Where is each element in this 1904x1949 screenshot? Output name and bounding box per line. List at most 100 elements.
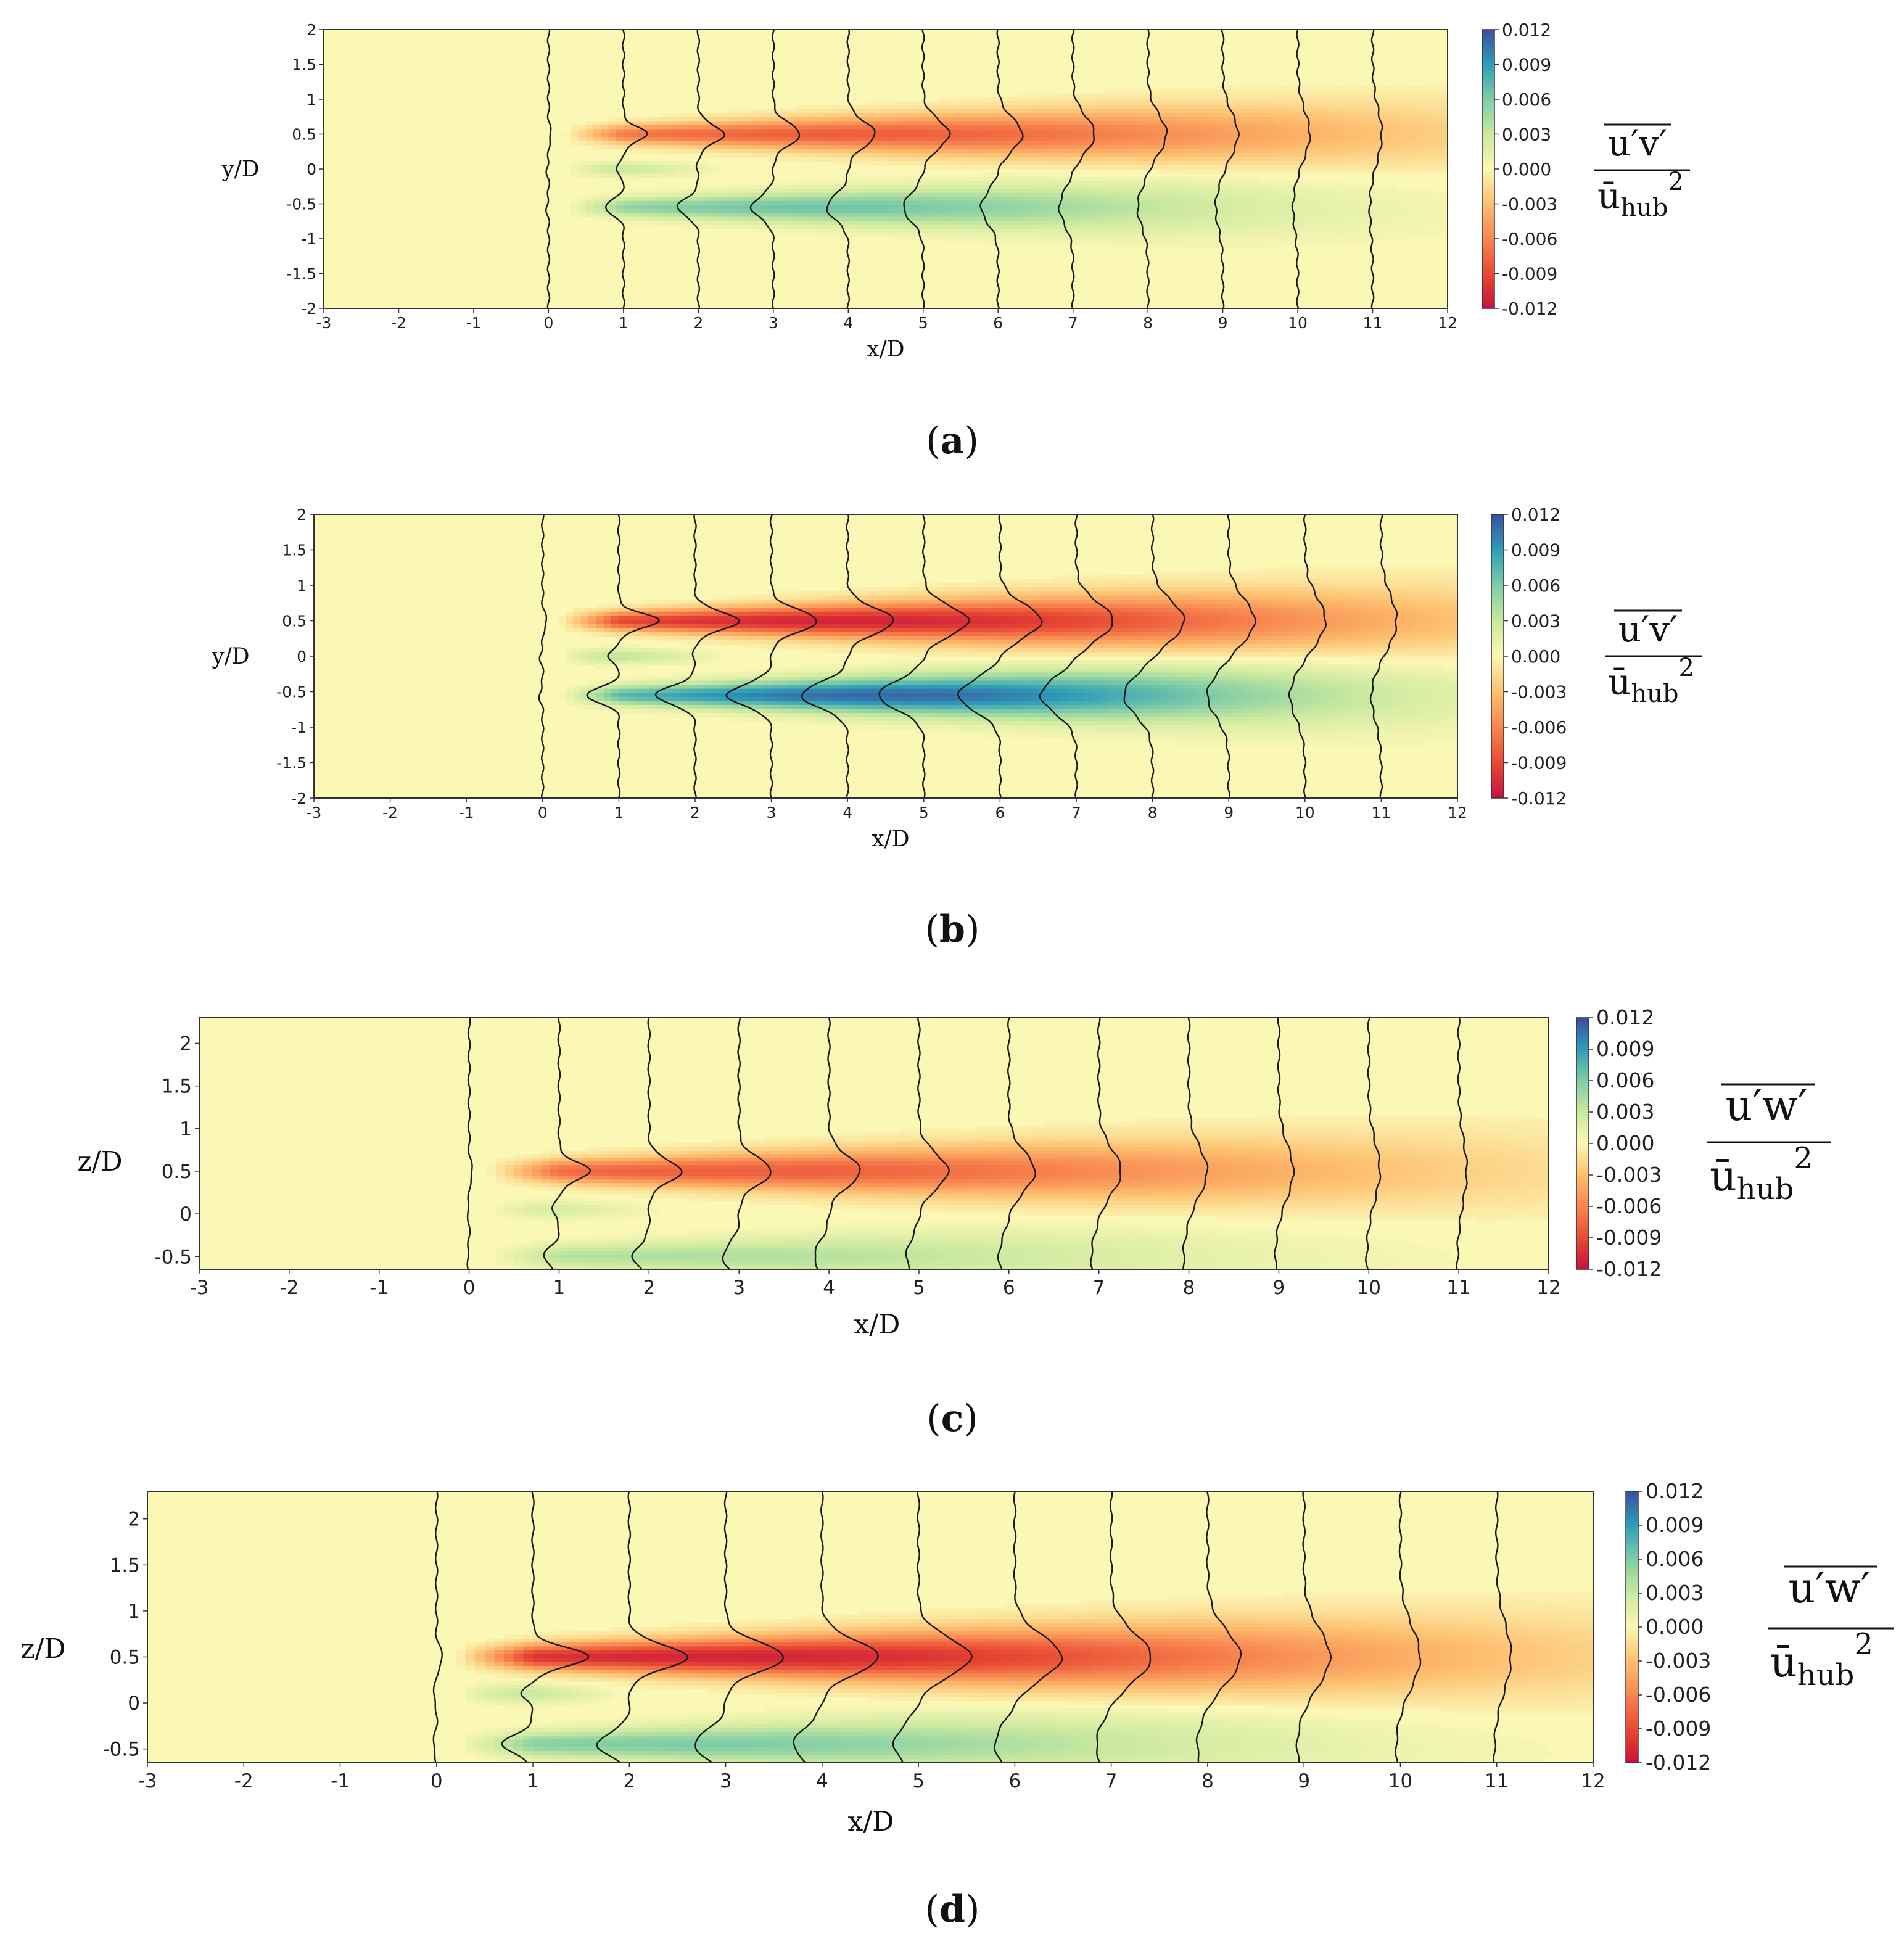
contour-cell <box>975 145 984 150</box>
contour-cell <box>794 640 802 645</box>
contour-cell <box>601 121 609 126</box>
contour-cell <box>870 640 879 645</box>
contour-cell <box>725 632 734 637</box>
contour-cell <box>1177 121 1186 126</box>
contour-cell <box>1282 220 1291 226</box>
contour-cell <box>953 216 962 221</box>
contour-cell <box>946 157 954 162</box>
contour-cell <box>1140 205 1148 210</box>
contour-cell <box>695 701 704 706</box>
contour-cell <box>862 603 872 608</box>
contour-cell <box>893 184 901 190</box>
contour-cell <box>1417 125 1426 130</box>
contour-cell <box>878 149 886 154</box>
contour-cell <box>953 200 962 205</box>
contour-cell <box>1088 200 1096 205</box>
contour-cell <box>1155 141 1164 146</box>
contour-cell <box>991 181 999 186</box>
contour-cell <box>886 125 894 130</box>
contour-cell <box>1020 216 1029 221</box>
contour-cell <box>764 636 772 641</box>
contour-cell <box>1342 137 1351 142</box>
contour-cell <box>960 153 969 158</box>
contour-cell <box>1440 192 1448 197</box>
contour-cell <box>841 157 849 162</box>
contour-cell <box>788 129 796 134</box>
contour-cell <box>1282 145 1291 150</box>
contour-cell <box>596 693 604 698</box>
contour-cell <box>1170 121 1179 126</box>
contour-cell <box>733 628 741 633</box>
contour-cell <box>764 628 772 633</box>
contour-cell <box>923 141 931 146</box>
contour-cell <box>706 169 714 174</box>
contour-cell <box>825 591 833 596</box>
contour-cell <box>579 165 587 170</box>
contour-cell <box>1313 113 1321 118</box>
contour-cell <box>1372 149 1381 154</box>
contour-cell <box>1073 161 1081 166</box>
contour-cell <box>1005 173 1014 178</box>
contour-cell <box>1305 137 1314 142</box>
contour-cell <box>657 652 666 657</box>
contour-cell <box>893 157 901 162</box>
contour-cell <box>710 680 719 685</box>
contour-cell <box>1080 233 1089 237</box>
contour-cell <box>839 644 848 649</box>
contour-cell <box>915 213 924 218</box>
contour-cell <box>1275 153 1284 158</box>
contour-cell <box>1290 109 1298 114</box>
contour-cell <box>1208 197 1216 202</box>
contour-cell <box>1313 228 1321 234</box>
contour-cell <box>1028 208 1036 213</box>
contour-cell <box>691 225 699 229</box>
contour-cell <box>825 644 833 649</box>
contour-cell <box>1013 228 1021 234</box>
contour-cell <box>975 176 984 182</box>
contour-cell <box>698 208 707 213</box>
contour-cell <box>741 616 749 620</box>
contour-cell <box>1088 176 1096 182</box>
contour-cell <box>695 616 704 620</box>
contour-cell <box>608 161 617 166</box>
contour-cell <box>900 228 909 234</box>
contour-cell <box>991 197 999 202</box>
contour-cell <box>1200 176 1209 182</box>
contour-cell <box>975 117 984 122</box>
contour-cell <box>664 628 673 633</box>
contour-cell <box>1298 189 1306 194</box>
contour-cell <box>710 603 719 608</box>
contour-cell <box>1230 141 1238 146</box>
contour-cell <box>848 200 857 205</box>
contour-cell <box>1230 200 1238 205</box>
contour-cell <box>900 153 909 158</box>
x-tick-label: 11 <box>1363 314 1383 332</box>
contour-cell <box>803 113 812 118</box>
contour-cell <box>1253 216 1261 221</box>
contour-cell <box>863 189 872 194</box>
contour-cell <box>1327 181 1336 186</box>
contour-cell <box>1305 157 1314 162</box>
contour-cell <box>1103 241 1111 245</box>
contour-cell <box>1230 225 1238 229</box>
colorbar-quantity-a: u′v′ ūhub2 <box>1594 122 1690 222</box>
contour-cell <box>1313 157 1321 162</box>
contour-cell <box>1200 105 1209 110</box>
contour-cell <box>841 109 849 114</box>
contour-cell <box>825 685 833 690</box>
contour-cell <box>983 213 991 218</box>
contour-cell <box>975 216 984 221</box>
contour-cell <box>664 619 673 625</box>
contour-cell <box>1440 125 1448 130</box>
contour-cell <box>1230 137 1238 142</box>
contour-cell <box>603 701 612 706</box>
contour-cell <box>1088 93 1096 98</box>
contour-cell <box>683 121 691 126</box>
contour-cell <box>1432 216 1441 221</box>
contour-cell <box>1110 93 1119 98</box>
contour-cell <box>1028 200 1036 205</box>
contour-cell <box>710 696 719 702</box>
contour-cell <box>780 220 789 226</box>
contour-cell <box>634 644 643 649</box>
contour-cell <box>588 608 597 612</box>
